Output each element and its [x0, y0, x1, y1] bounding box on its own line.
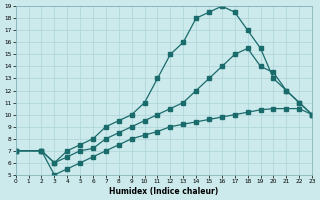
- X-axis label: Humidex (Indice chaleur): Humidex (Indice chaleur): [109, 187, 219, 196]
